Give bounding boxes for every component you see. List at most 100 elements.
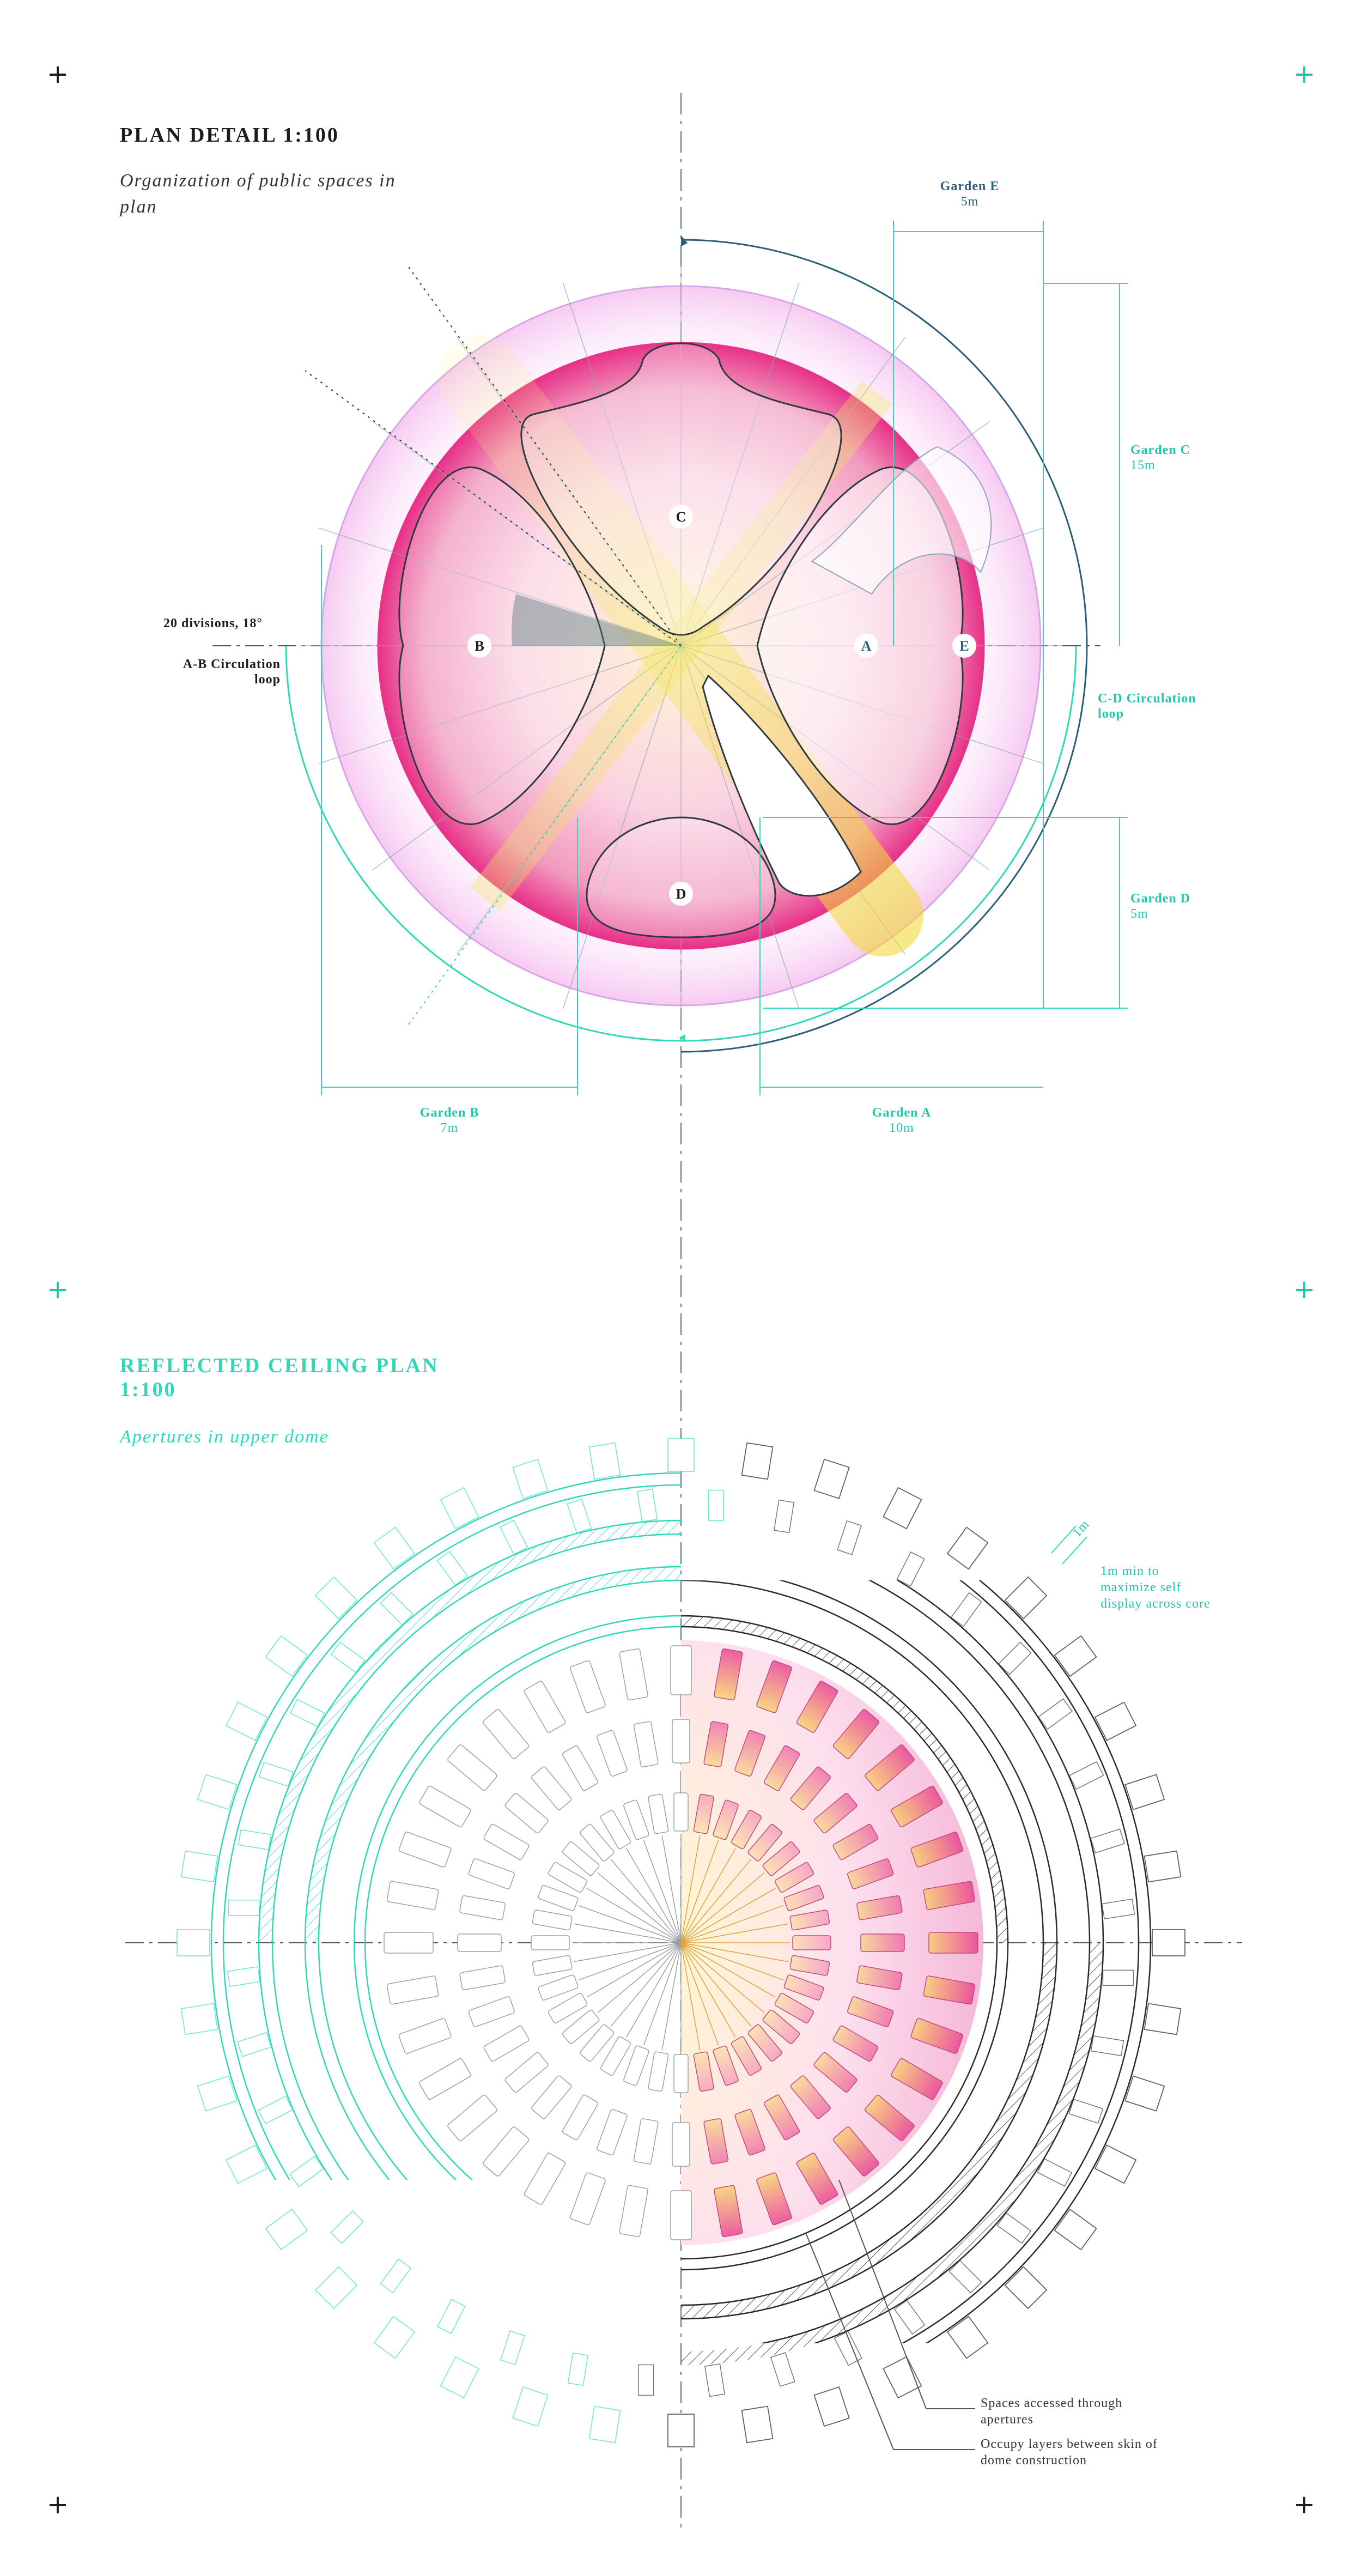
zone-marker-bg <box>669 882 693 906</box>
aperture-spoke <box>573 1923 682 1943</box>
aperture <box>419 2058 471 2100</box>
outer-rib <box>225 1701 268 1741</box>
aperture <box>532 1955 573 1976</box>
aperture-spoke <box>680 1942 776 1998</box>
outer-rib <box>373 2316 416 2359</box>
aperture <box>713 2045 739 2086</box>
division-line <box>562 645 682 1009</box>
outer-rib <box>314 1576 358 1620</box>
aperture <box>714 1648 743 1701</box>
garden-a-label: Garden A 10m <box>872 1106 932 1135</box>
zone-label-d: D <box>676 886 686 902</box>
ceiling-plan-subtitle: Apertures in upper dome <box>120 1427 329 1447</box>
aperture <box>468 1996 515 2027</box>
ring-cell <box>330 2210 364 2244</box>
aperture <box>832 1823 879 1860</box>
ring-cell <box>893 2300 926 2335</box>
aperture <box>447 2094 497 2141</box>
aperture <box>910 1832 964 1868</box>
division-line <box>372 645 682 871</box>
outer-rib <box>741 2405 774 2444</box>
outer-rib <box>180 1850 218 1883</box>
aperture <box>693 2051 714 2092</box>
aperture <box>763 1745 800 1791</box>
ring-cell <box>896 1551 925 1587</box>
aperture-spoke <box>597 1872 682 1943</box>
aperture <box>538 1885 579 1911</box>
aperture <box>623 2045 649 2086</box>
aperture <box>734 2109 765 2156</box>
outer-rib <box>1054 2208 1097 2251</box>
outer-rib <box>373 1526 416 1570</box>
ring-cell <box>998 1641 1032 1675</box>
aperture <box>790 1766 831 1810</box>
aperture <box>670 1645 692 1695</box>
ring-cell <box>708 1489 725 1522</box>
aperture <box>813 1793 858 1834</box>
crosshair-mark-top-left: + <box>46 59 69 89</box>
aperture <box>580 1823 615 1862</box>
division-line <box>680 337 906 646</box>
ring-cell <box>948 2260 982 2294</box>
aperture-spoke <box>586 1888 682 1943</box>
aperture <box>459 1895 506 1920</box>
ring-cell <box>567 1499 592 1534</box>
outer-rib <box>1144 1850 1182 1883</box>
division-line <box>318 645 682 765</box>
aperture <box>928 1932 978 1954</box>
aperture-spoke <box>573 1942 682 1962</box>
aperture <box>783 1974 824 2001</box>
crosshair-mark-bottom-left: + <box>46 2489 69 2520</box>
aperture <box>891 1785 943 1828</box>
ring-cell <box>1090 1828 1125 1854</box>
aperture <box>865 2094 915 2141</box>
aperture <box>672 2122 690 2167</box>
aperture <box>459 1965 506 1991</box>
aperture-spoke <box>680 1848 736 1943</box>
aperture <box>796 2153 838 2205</box>
ring-cell <box>770 2352 795 2387</box>
outer-rib <box>440 2356 479 2399</box>
aperture <box>856 1965 903 1991</box>
ring-cell <box>500 2330 525 2366</box>
aperture <box>386 1881 439 1910</box>
ring-cell <box>567 2352 588 2386</box>
aperture-spoke <box>643 1840 682 1943</box>
aperture <box>562 2094 599 2141</box>
aperture <box>483 2025 530 2062</box>
aperture <box>419 1785 471 1828</box>
zone-marker-bg <box>854 634 878 658</box>
zone-label-a: A <box>861 638 872 654</box>
ring-cell <box>834 2330 863 2366</box>
aperture <box>384 1932 434 1954</box>
ring-cell <box>1090 2035 1124 2057</box>
garden-d-label: Garden D 5m <box>1130 892 1190 921</box>
outer-rib <box>813 1458 850 1499</box>
aperture-spoke <box>680 1942 789 1962</box>
aperture <box>562 2009 600 2044</box>
aperture <box>531 1935 570 1950</box>
aperture <box>531 1766 572 1810</box>
outer-rib <box>197 2075 238 2112</box>
aperture <box>847 1858 894 1889</box>
aperture-spoke <box>680 1942 701 2051</box>
aperture-spoke <box>626 1848 682 1943</box>
outer-rib <box>1144 2003 1182 2035</box>
aperture <box>714 2185 743 2238</box>
aperture <box>847 1996 894 2027</box>
aperture <box>713 1799 739 1840</box>
outer-rib <box>225 2144 268 2184</box>
cd-loop-label: C-D Circulation loop <box>1098 692 1196 721</box>
outer-rib <box>946 2316 989 2359</box>
outer-rib <box>1124 2075 1165 2112</box>
aperture <box>731 1810 762 1850</box>
aperture <box>796 1681 838 1733</box>
zone-marker-bg <box>952 634 976 658</box>
aperture <box>734 1730 765 1777</box>
outer-rib <box>1054 1635 1097 1677</box>
aperture <box>532 1910 573 1931</box>
ring-cell <box>330 1641 366 1674</box>
aperture <box>923 1881 976 1910</box>
ring-cell <box>1068 1761 1104 1790</box>
aperture-spoke <box>680 1905 784 1943</box>
